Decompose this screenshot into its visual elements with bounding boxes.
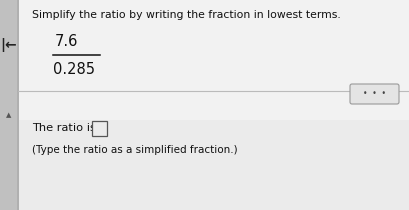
Text: |←: |← — [1, 38, 17, 52]
Text: Simplify the ratio by writing the fraction in lowest terms.: Simplify the ratio by writing the fracti… — [32, 10, 341, 20]
Text: 0.285: 0.285 — [53, 62, 95, 76]
Text: The ratio is: The ratio is — [32, 123, 99, 133]
Text: •  •  •: • • • — [363, 89, 386, 98]
Bar — [18, 0, 409, 120]
Bar — [17, 0, 18, 210]
Text: ▲: ▲ — [6, 112, 12, 118]
Text: (Type the ratio as a simplified fraction.): (Type the ratio as a simplified fraction… — [32, 145, 238, 155]
FancyBboxPatch shape — [92, 121, 106, 135]
FancyBboxPatch shape — [350, 84, 399, 104]
Bar — [18, 120, 409, 210]
Text: 7.6: 7.6 — [55, 34, 79, 50]
Bar — [0, 0, 18, 210]
